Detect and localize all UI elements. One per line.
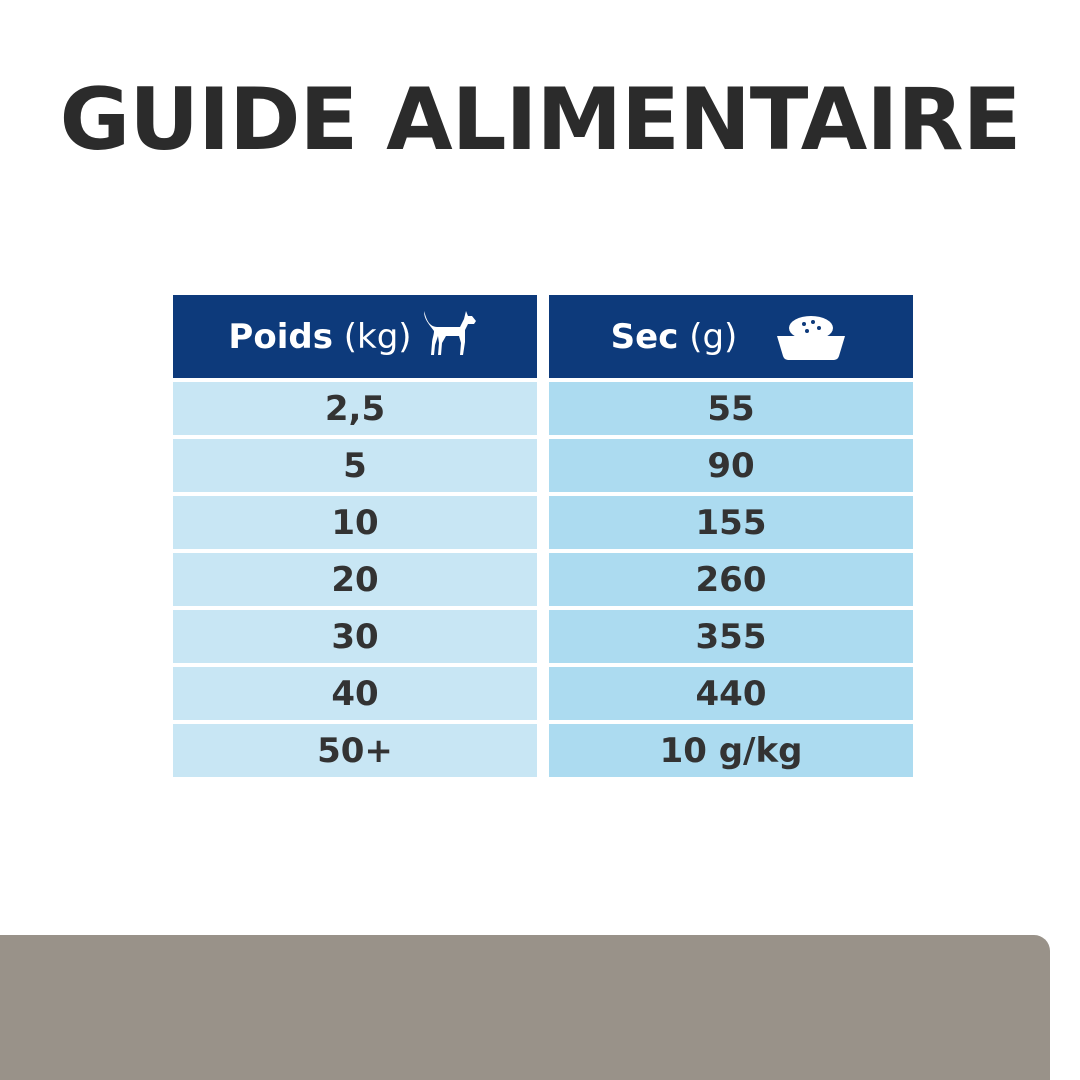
weight-cell: 5	[173, 439, 537, 492]
food-bowl-icon	[777, 315, 846, 360]
dry-header-unit: (g)	[689, 316, 738, 357]
dry-food-column: Sec (g) 55 90 155 260 355 440 10 g/kg	[549, 295, 913, 777]
page-title: GUIDE ALIMENTAIRE	[59, 70, 1022, 170]
bottom-panel	[0, 935, 1050, 1080]
dry-cell: 10 g/kg	[549, 724, 913, 777]
weight-header-label: Poids	[228, 316, 333, 357]
weight-cell: 30	[173, 610, 537, 663]
dry-header-label: Sec	[610, 316, 679, 357]
dry-cell: 355	[549, 610, 913, 663]
dry-cell: 90	[549, 439, 913, 492]
weight-cell: 20	[173, 553, 537, 606]
weight-cell: 40	[173, 667, 537, 720]
weight-column: Poids (kg) 2,5 5 10 20 30 40 50+	[173, 295, 537, 777]
dry-header: Sec (g)	[549, 295, 913, 378]
weight-cell: 10	[173, 496, 537, 549]
weight-cell: 2,5	[173, 382, 537, 435]
weight-header-unit: (kg)	[343, 316, 412, 357]
dry-cell: 55	[549, 382, 913, 435]
dry-cell: 155	[549, 496, 913, 549]
weight-header: Poids (kg)	[173, 295, 537, 378]
dry-cell: 260	[549, 553, 913, 606]
dry-cell: 440	[549, 667, 913, 720]
dog-icon	[423, 310, 476, 355]
weight-cell: 50+	[173, 724, 537, 777]
